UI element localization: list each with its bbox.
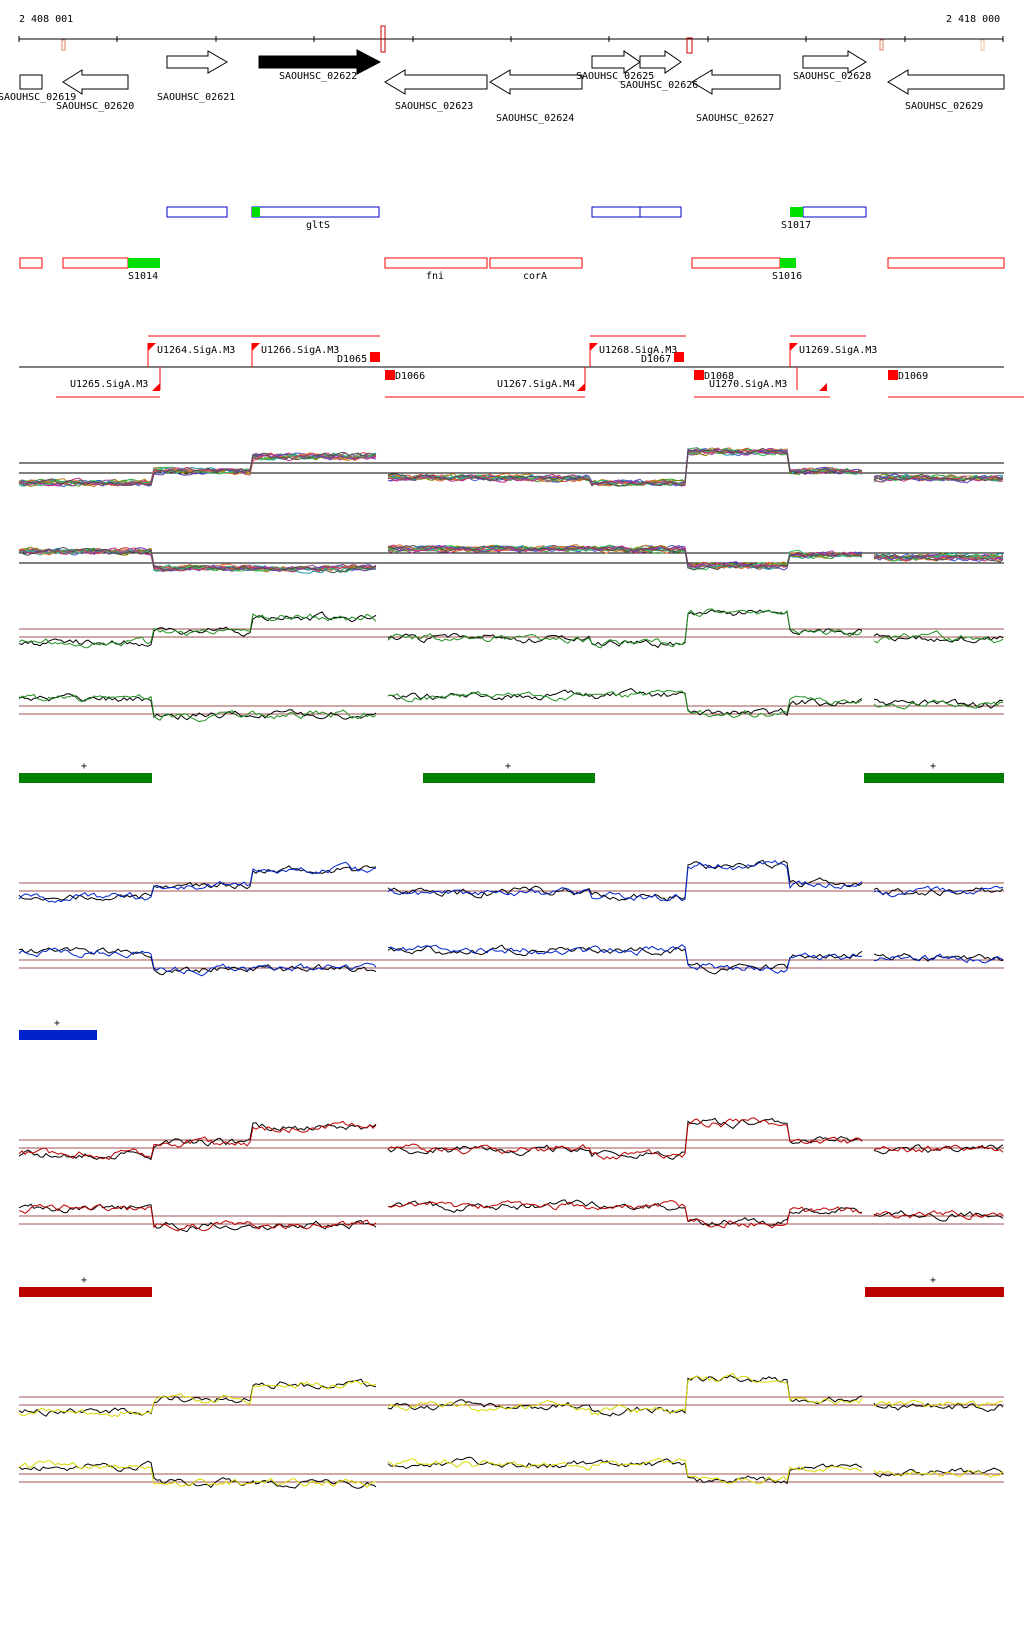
gene-arrow-02620[interactable] xyxy=(62,69,129,95)
minus-strand-features: S1014 fni corA S1016 xyxy=(19,257,1005,282)
gene-labels: SAOUHSC_02619 SAOUHSC_02620 SAOUHSC_0262… xyxy=(0,71,983,124)
plus-feature-box[interactable] xyxy=(166,206,228,218)
red-segment-bar[interactable] xyxy=(19,1287,152,1297)
green-plus-color-trace xyxy=(18,608,1004,649)
ruler-start-label: 2 408 001 xyxy=(19,14,73,25)
segment-mark: + xyxy=(54,1018,60,1029)
feature-label-S1014: S1014 xyxy=(128,271,158,282)
promoter-label: U1266.SigA.M3 xyxy=(261,345,339,356)
gene-label: SAOUHSC_02624 xyxy=(496,113,574,124)
gene-label: SAOUHSC_02621 xyxy=(157,92,235,103)
gene-arrow-02624[interactable] xyxy=(489,69,583,95)
expression-profiles xyxy=(18,447,1004,1489)
promoter-label: D1065 xyxy=(337,354,367,365)
plus-feature-box[interactable] xyxy=(591,206,641,218)
red-segment-bar[interactable] xyxy=(865,1287,1004,1297)
blue-segment-bar[interactable] xyxy=(19,1030,97,1040)
promoter-label: U1264.SigA.M3 xyxy=(157,345,235,356)
gene-label: SAOUHSC_02628 xyxy=(793,71,871,82)
blue-minus-color-trace xyxy=(18,944,1004,977)
green-minus-color-trace xyxy=(18,689,1004,723)
promoter-label: U1268.SigA.M3 xyxy=(599,345,677,356)
promoter-label: D1067 xyxy=(641,354,671,365)
promoter-label: U1267.SigA.M4 xyxy=(497,379,575,390)
gene-arrow-02625[interactable] xyxy=(591,50,641,74)
highlight-box xyxy=(128,258,160,268)
gene-arrow-02628[interactable] xyxy=(802,50,867,74)
gene-label: SAOUHSC_02627 xyxy=(696,113,774,124)
red-minus-color-trace xyxy=(18,1200,1004,1232)
highlight-box xyxy=(780,258,796,268)
gene-arrow-02629[interactable] xyxy=(887,69,1005,95)
yellow-minus-color-trace xyxy=(18,1457,1004,1488)
feature-label-S1016: S1016 xyxy=(772,271,802,282)
gene-label: SAOUHSC_02625 xyxy=(576,71,654,82)
coordinate-ruler: 2 408 001 2 418 000 xyxy=(18,14,1004,54)
green-segment-bar[interactable] xyxy=(19,773,152,783)
condition-trace xyxy=(18,447,1004,487)
ruler-ticks xyxy=(18,36,1004,42)
promoter-label: U1270.SigA.M3 xyxy=(709,379,787,390)
blue-plus-color-trace xyxy=(18,860,1004,903)
promoter-label: D1066 xyxy=(395,371,425,382)
feature-label-fni: fni xyxy=(426,271,444,282)
segment-mark: + xyxy=(81,1275,87,1286)
red-plus-color-trace xyxy=(18,1117,1004,1161)
red-plus-black-trace xyxy=(18,1117,1004,1161)
plus-feature-box[interactable] xyxy=(639,206,682,218)
minus-feature-box[interactable] xyxy=(887,257,1005,269)
condition-trace xyxy=(18,544,1004,573)
promoter-track: U1264.SigA.M3 U1265.SigA.M3 U1266.SigA.M… xyxy=(19,335,1024,398)
gene-arrow-02622[interactable] xyxy=(258,49,382,75)
plus-strand-features: gltS S1017 xyxy=(166,206,867,231)
highlight-box xyxy=(790,207,803,217)
gene-arrow-02627[interactable] xyxy=(691,69,781,95)
feature-label-corA: corA xyxy=(523,271,547,282)
yellow-plus-color-trace xyxy=(18,1372,1004,1418)
condition-trace xyxy=(18,447,1004,487)
highlight-box xyxy=(252,207,260,217)
blue-plus-black-trace xyxy=(18,859,1004,902)
plus-feature-box[interactable] xyxy=(802,206,867,218)
plus-feature-box[interactable] xyxy=(251,206,380,218)
gene-label: SAOUHSC_02619 xyxy=(0,92,76,103)
gene-label: SAOUHSC_02623 xyxy=(395,101,473,112)
segment-mark: + xyxy=(930,761,936,772)
segment-bars: + + + + + + xyxy=(19,761,1004,1297)
segment-mark: + xyxy=(505,761,511,772)
ruler-end-label: 2 418 000 xyxy=(946,14,1000,25)
minus-feature-box[interactable] xyxy=(384,257,488,269)
gene-label: SAOUHSC_02622 xyxy=(279,71,357,82)
ruler-markers xyxy=(61,25,985,54)
promoter-label: U1269.SigA.M3 xyxy=(799,345,877,356)
minus-feature-box[interactable] xyxy=(489,257,583,269)
condition-trace xyxy=(18,545,1004,574)
gene-arrow-02621[interactable] xyxy=(166,50,228,74)
gene-arrow-02626[interactable] xyxy=(639,50,682,74)
green-minus-black-trace xyxy=(18,688,1004,721)
green-segment-bar[interactable] xyxy=(423,773,595,783)
minus-feature-box[interactable] xyxy=(691,257,781,269)
promoter-label: D1068 xyxy=(704,371,734,382)
feature-label-S1017: S1017 xyxy=(781,220,811,231)
transcript-lines xyxy=(56,335,1024,398)
segment-mark: + xyxy=(930,1275,936,1286)
green-segment-bar[interactable] xyxy=(864,773,1004,783)
segment-mark: + xyxy=(81,761,87,772)
gene-label: SAOUHSC_02629 xyxy=(905,101,983,112)
gene-arrow-02619[interactable] xyxy=(19,74,43,90)
minus-feature-box[interactable] xyxy=(19,257,43,269)
gene-arrow-02623[interactable] xyxy=(384,69,488,95)
feature-label-gltS: gltS xyxy=(306,220,330,231)
promoter-label: U1265.SigA.M3 xyxy=(70,379,148,390)
gene-label: SAOUHSC_02620 xyxy=(56,101,134,112)
yellow-plus-black-trace xyxy=(18,1375,1004,1417)
promoter-label: D1069 xyxy=(898,371,928,382)
gene-label: SAOUHSC_02626 xyxy=(620,80,698,91)
gene-track xyxy=(19,49,1005,95)
minus-feature-box[interactable] xyxy=(62,257,129,269)
promoter-flags xyxy=(148,343,898,391)
